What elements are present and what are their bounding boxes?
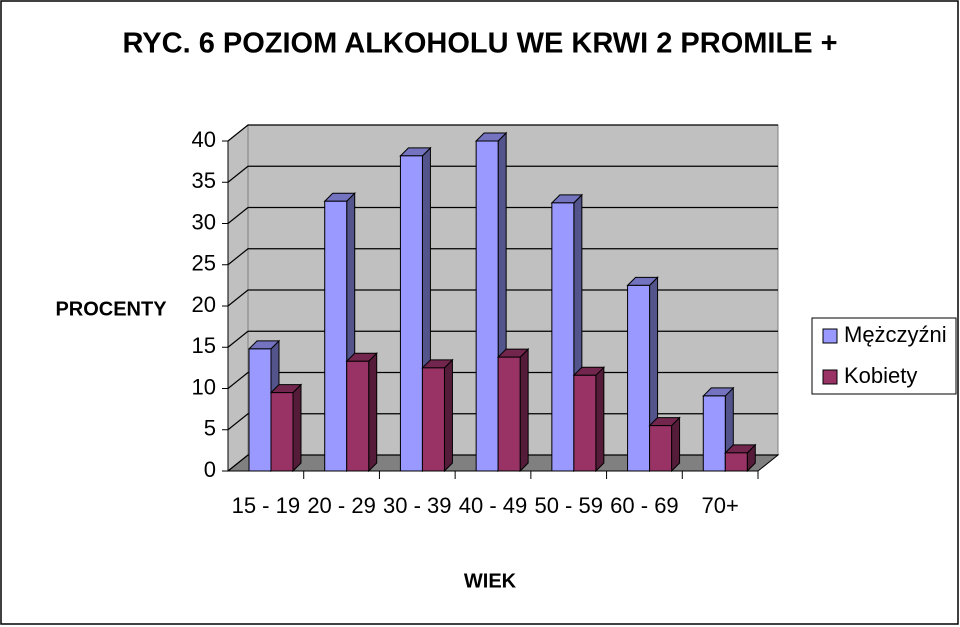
bar-front: [627, 284, 651, 472]
y-tick-label: 30: [192, 209, 216, 234]
bar-front: [702, 395, 726, 472]
bar-front: [248, 348, 272, 472]
bar-front: [573, 374, 597, 472]
y-tick-label: 20: [192, 292, 216, 317]
grid-line: [227, 124, 778, 142]
x-tick-label: 40 - 49: [459, 493, 528, 518]
bar-side: [292, 383, 302, 473]
bar: [269, 383, 303, 473]
bar-front: [421, 367, 445, 472]
bar-front: [724, 452, 748, 472]
legend-label: Mężczyźni: [844, 322, 947, 347]
bar-side: [671, 416, 681, 473]
bar-front: [649, 425, 673, 472]
grid-line: [227, 206, 778, 224]
y-tick-label: 5: [204, 416, 216, 441]
bar-side: [595, 366, 605, 473]
x-tick-label: 15 - 19: [232, 493, 301, 518]
y-tick-label: 25: [192, 251, 216, 276]
bar-front: [551, 202, 575, 472]
grid-line: [227, 248, 778, 266]
legend-swatch: [822, 328, 838, 344]
legend-swatch: [822, 369, 838, 385]
x-tick-label: 60 - 69: [610, 493, 679, 518]
legend-label: Kobiety: [844, 363, 917, 388]
bar: [496, 347, 530, 473]
bar-side: [519, 347, 529, 473]
y-tick-label: 0: [204, 457, 216, 482]
bar-side: [443, 358, 453, 473]
bar-front: [497, 356, 521, 472]
bar-front: [346, 360, 370, 472]
grid-line: [227, 165, 778, 183]
bar: [345, 352, 378, 473]
bar: [648, 416, 681, 473]
bar: [572, 366, 606, 473]
y-tick-label: 35: [192, 168, 216, 193]
x-tick-label: 20 - 29: [307, 493, 376, 518]
y-tick-label: 10: [192, 374, 216, 399]
bar-front: [324, 200, 348, 472]
chart-title: RYC. 6 POZIOM ALKOHOLU WE KRWI 2 PROMILE…: [122, 28, 837, 60]
bar-front: [399, 155, 423, 472]
bar: [724, 443, 757, 473]
y-axis-label: PROCENTY: [55, 298, 167, 320]
grid-line: [227, 330, 778, 348]
bar: [421, 358, 454, 473]
bar-front: [270, 392, 294, 472]
y-tick-label: 15: [192, 333, 216, 358]
bar-front: [475, 140, 499, 472]
grid-line: [227, 289, 778, 307]
x-tick-label: 50 - 59: [534, 493, 603, 518]
legend: Mężczyźni Kobiety: [811, 317, 957, 395]
bar-side: [368, 352, 378, 473]
y-tick-label: 40: [192, 127, 216, 152]
x-axis-label: WIEK: [464, 570, 517, 592]
x-tick-label: 70+: [701, 493, 738, 518]
x-tick-label: 30 - 39: [383, 493, 452, 518]
